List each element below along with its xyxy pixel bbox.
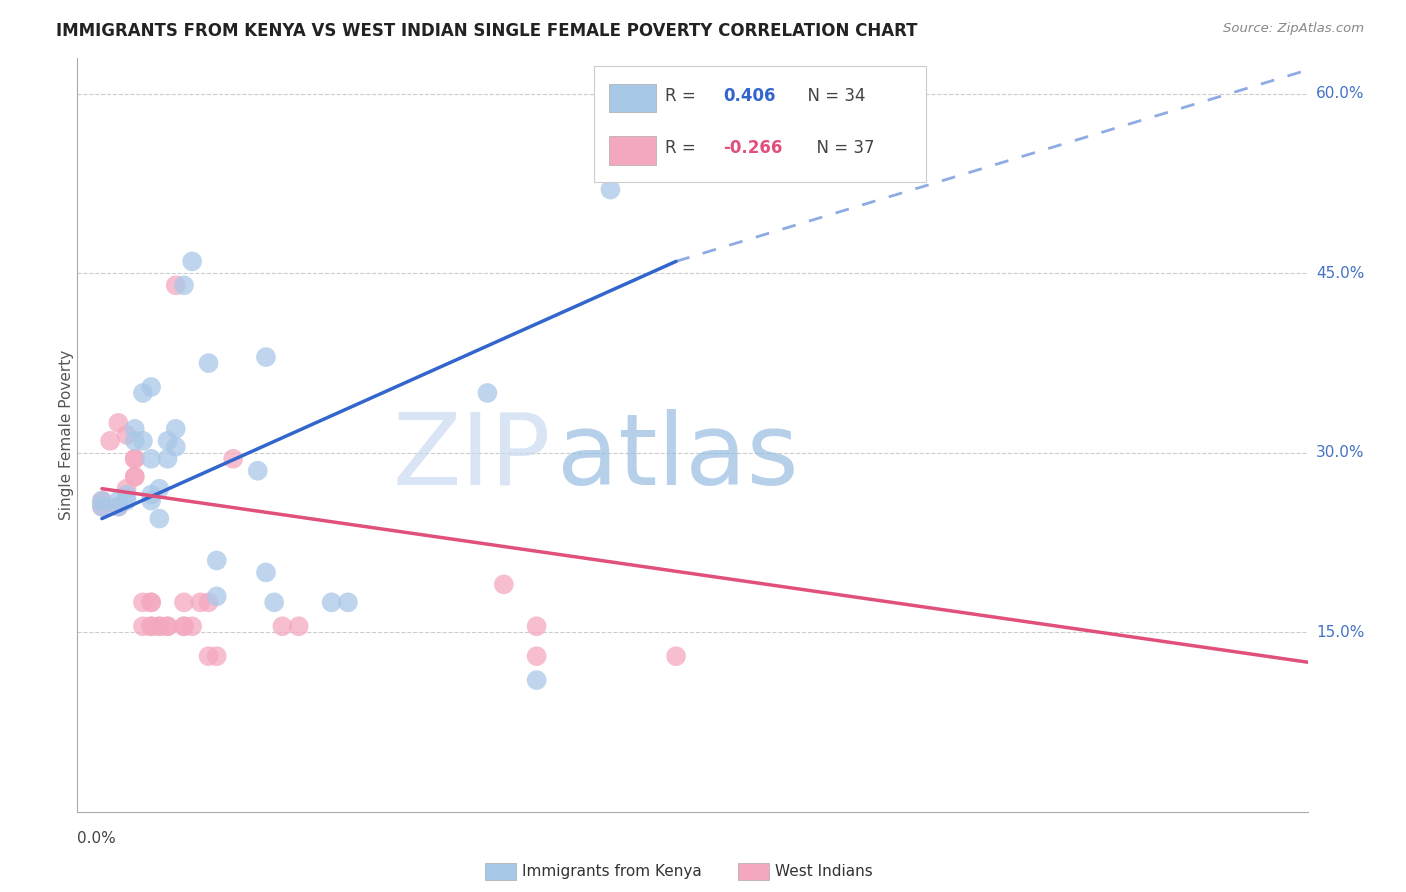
Point xyxy=(132,434,155,448)
Text: 0.0%: 0.0% xyxy=(77,830,117,846)
Text: 30.0%: 30.0% xyxy=(1316,445,1364,460)
Point xyxy=(321,595,343,609)
Point xyxy=(141,619,163,633)
Point xyxy=(148,619,170,633)
Text: 15.0%: 15.0% xyxy=(1316,624,1364,640)
Text: N = 37: N = 37 xyxy=(806,139,875,157)
Point xyxy=(181,254,204,268)
Point xyxy=(197,595,219,609)
Point xyxy=(246,464,269,478)
Point xyxy=(124,469,146,483)
Text: Source: ZipAtlas.com: Source: ZipAtlas.com xyxy=(1223,22,1364,36)
Text: 0.406: 0.406 xyxy=(723,87,776,104)
Point xyxy=(477,386,499,401)
Point xyxy=(107,500,129,514)
Point xyxy=(156,619,179,633)
Text: atlas: atlas xyxy=(557,409,799,506)
Point xyxy=(148,482,170,496)
Point xyxy=(141,380,163,394)
Point xyxy=(132,619,155,633)
Point xyxy=(165,278,187,293)
FancyBboxPatch shape xyxy=(609,136,655,165)
Point xyxy=(141,595,163,609)
Point xyxy=(90,493,114,508)
Point xyxy=(222,451,245,466)
Point xyxy=(263,595,285,609)
Point xyxy=(156,451,179,466)
Text: N = 34: N = 34 xyxy=(797,87,866,104)
Point xyxy=(107,500,129,514)
Point xyxy=(148,619,170,633)
Point xyxy=(165,422,187,436)
FancyBboxPatch shape xyxy=(595,65,927,182)
Point xyxy=(141,451,163,466)
Text: ZIP: ZIP xyxy=(392,409,551,506)
Point xyxy=(124,469,146,483)
Point xyxy=(115,493,138,508)
Point xyxy=(205,649,228,664)
Point xyxy=(181,619,204,633)
Point xyxy=(173,595,195,609)
Point xyxy=(115,488,138,502)
Point xyxy=(492,577,515,591)
Text: R =: R = xyxy=(665,87,702,104)
Point xyxy=(665,649,688,664)
Point xyxy=(141,488,163,502)
Point xyxy=(254,566,277,580)
Point xyxy=(254,350,277,364)
Point xyxy=(156,434,179,448)
Point xyxy=(288,619,311,633)
Point xyxy=(148,511,170,525)
Text: Immigrants from Kenya: Immigrants from Kenya xyxy=(522,864,702,879)
Point xyxy=(115,428,138,442)
Point xyxy=(526,649,548,664)
Point xyxy=(132,386,155,401)
Point xyxy=(526,619,548,633)
Point xyxy=(197,649,219,664)
Point xyxy=(205,590,228,604)
Text: West Indians: West Indians xyxy=(775,864,873,879)
Point xyxy=(205,553,228,567)
Text: IMMIGRANTS FROM KENYA VS WEST INDIAN SINGLE FEMALE POVERTY CORRELATION CHART: IMMIGRANTS FROM KENYA VS WEST INDIAN SIN… xyxy=(56,22,918,40)
Point xyxy=(526,673,548,687)
Text: R =: R = xyxy=(665,139,702,157)
Point xyxy=(90,500,114,514)
Point xyxy=(197,356,219,370)
Text: -0.266: -0.266 xyxy=(723,139,783,157)
Point xyxy=(90,493,114,508)
Point xyxy=(107,416,129,430)
Point xyxy=(98,434,121,448)
Point xyxy=(124,422,146,436)
Point xyxy=(141,493,163,508)
FancyBboxPatch shape xyxy=(609,84,655,112)
Point xyxy=(173,278,195,293)
Point xyxy=(124,451,146,466)
Point xyxy=(173,619,195,633)
Point xyxy=(156,619,179,633)
Point xyxy=(141,619,163,633)
Point xyxy=(188,595,212,609)
Text: 45.0%: 45.0% xyxy=(1316,266,1364,281)
Point xyxy=(271,619,294,633)
Text: 60.0%: 60.0% xyxy=(1316,87,1364,102)
Point xyxy=(599,183,621,197)
Point xyxy=(173,619,195,633)
Point xyxy=(124,434,146,448)
Y-axis label: Single Female Poverty: Single Female Poverty xyxy=(59,350,73,520)
Point xyxy=(165,440,187,454)
Point xyxy=(337,595,360,609)
Point xyxy=(115,482,138,496)
Point xyxy=(141,595,163,609)
Point xyxy=(107,493,129,508)
Point xyxy=(90,500,114,514)
Point xyxy=(132,595,155,609)
Point xyxy=(124,451,146,466)
